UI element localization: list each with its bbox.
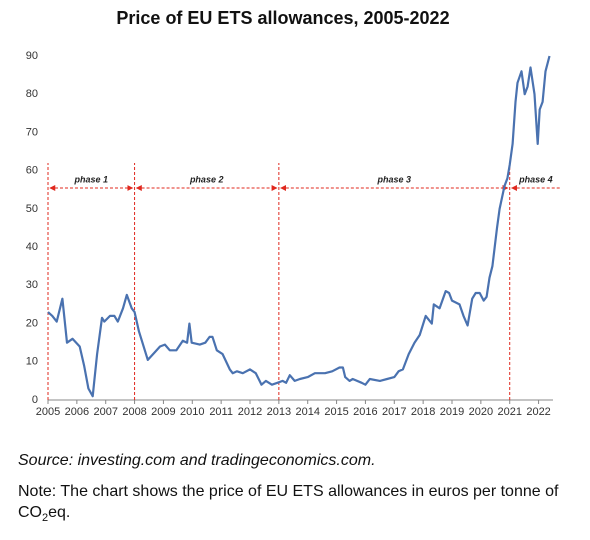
x-tick-label: 2005 <box>36 406 60 418</box>
chart-title: Price of EU ETS allowances, 2005-2022 <box>116 8 449 28</box>
note-end: eq. <box>48 504 71 521</box>
y-tick-label: 0 <box>32 394 38 406</box>
price-line <box>47 55 551 398</box>
x-tick-label: 2018 <box>411 406 435 418</box>
x-tick-label: 2009 <box>151 406 175 418</box>
x-tick-label: 2006 <box>65 406 89 418</box>
x-tick-label: 2021 <box>497 406 521 418</box>
y-tick-label: 40 <box>26 241 38 253</box>
y-tick-label: 10 <box>26 356 38 368</box>
y-tick-label: 20 <box>26 317 38 329</box>
x-tick-label: 2014 <box>295 406 319 418</box>
x-tick-label: 2020 <box>469 406 493 418</box>
note: Note: The chart shows the price of EU ET… <box>18 481 578 529</box>
x-tick-label: 2013 <box>267 406 291 418</box>
x-tick-label: 2015 <box>324 406 348 418</box>
note-subscript: 2 <box>42 512 49 525</box>
y-tick-label: 90 <box>26 50 38 62</box>
x-tick-label: 2012 <box>238 406 262 418</box>
y-tick-label: 60 <box>26 165 38 177</box>
x-tick-label: 2010 <box>180 406 204 418</box>
phase-label: phase 4 <box>518 174 553 184</box>
y-tick-label: 70 <box>26 126 38 138</box>
x-tick-label: 2011 <box>209 406 233 418</box>
x-tick-label: 2016 <box>353 406 377 418</box>
x-tick-label: 2007 <box>93 406 117 418</box>
x-tick-label: 2017 <box>382 406 406 418</box>
y-tick-label: 80 <box>26 88 38 100</box>
source: Source: investing.com and tradingeconomi… <box>18 452 376 469</box>
y-tick-label: 30 <box>26 279 38 291</box>
y-tick-label: 50 <box>26 203 38 215</box>
x-tick-label: 2022 <box>526 406 550 418</box>
x-tick-label: 2008 <box>122 406 146 418</box>
phase-label: phase 1 <box>74 174 109 184</box>
x-tick-label: 2019 <box>440 406 464 418</box>
phase-label: phase 3 <box>377 174 412 184</box>
note-text: Note: The chart shows the price of EU ET… <box>18 483 559 521</box>
chart: Price of EU ETS allowances, 2005-2022 0 1… <box>26 8 560 418</box>
phase-label: phase 2 <box>189 174 224 184</box>
